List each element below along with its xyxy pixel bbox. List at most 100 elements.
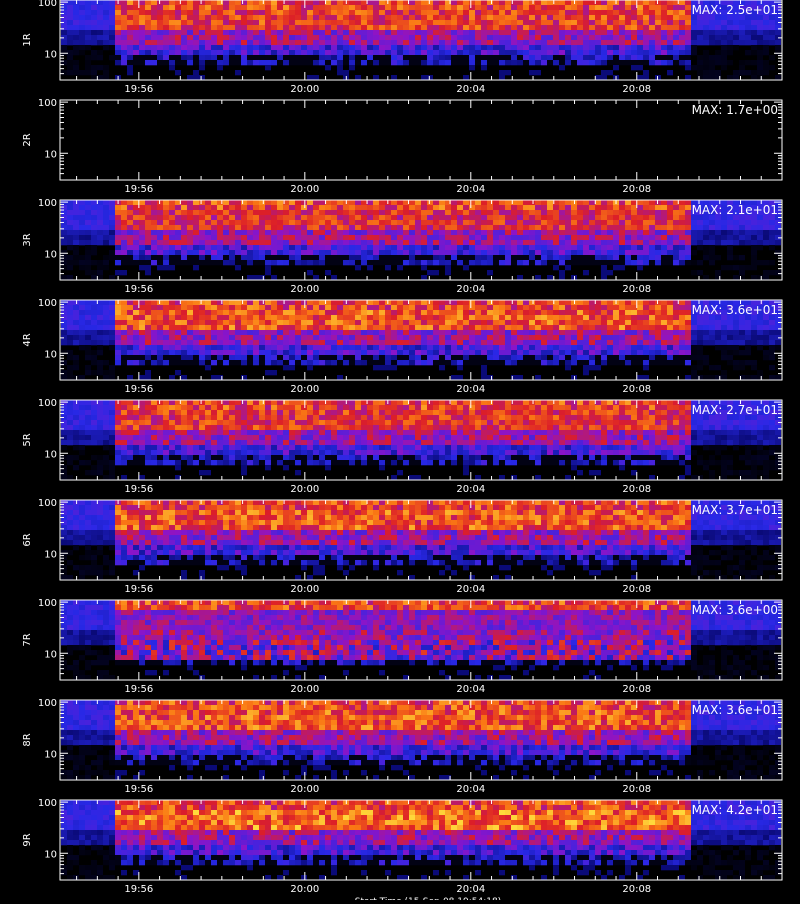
heatmap-cell: [523, 10, 529, 15]
heatmap-cell: [271, 15, 277, 20]
heatmap-cell: [205, 215, 211, 220]
heatmap-cell: [205, 315, 211, 320]
heatmap-cell: [541, 10, 547, 15]
heatmap-cell: [601, 350, 607, 355]
heatmap-cell: [259, 315, 265, 320]
heatmap-cell: [751, 230, 757, 235]
heatmap-cell: [139, 60, 145, 65]
heatmap-cell: [493, 205, 499, 210]
heatmap-cell: [361, 340, 367, 345]
heatmap-cell: [691, 250, 697, 255]
heatmap-cell: [109, 345, 115, 350]
heatmap-cell: [631, 315, 637, 320]
heatmap-cell: [433, 305, 439, 310]
heatmap-cell: [751, 50, 757, 55]
heatmap-cell: [745, 40, 751, 45]
heatmap-cell: [253, 45, 259, 50]
heatmap-cell: [295, 240, 301, 245]
heatmap-cell: [463, 230, 469, 235]
heatmap-cell: [331, 55, 337, 60]
heatmap-cell: [385, 340, 391, 345]
heatmap-cell: [277, 45, 283, 50]
heatmap-cell: [763, 35, 769, 40]
heatmap-cell: [493, 305, 499, 310]
heatmap-cell: [607, 315, 613, 320]
heatmap-cell: [643, 15, 649, 20]
heatmap-cell: [205, 360, 211, 365]
heatmap-cell: [613, 310, 619, 315]
heatmap-cell: [589, 250, 595, 255]
heatmap-cell: [175, 215, 181, 220]
heatmap-cell: [175, 25, 181, 30]
heatmap-cell: [643, 305, 649, 310]
heatmap-cell: [73, 60, 79, 65]
heatmap-cell: [625, 320, 631, 325]
heatmap-cell: [247, 15, 253, 20]
heatmap-cell: [739, 230, 745, 235]
heatmap-cell: [643, 235, 649, 240]
heatmap-cell: [241, 20, 247, 25]
heatmap-cell: [685, 315, 691, 320]
heatmap-cell: [373, 330, 379, 335]
heatmap-cell: [673, 205, 679, 210]
heatmap-cell: [259, 225, 265, 230]
heatmap-cell: [271, 235, 277, 240]
heatmap-cell: [361, 60, 367, 65]
heatmap-cell: [85, 260, 91, 265]
heatmap-cell: [373, 50, 379, 55]
heatmap-cell: [499, 310, 505, 315]
heatmap-cell: [673, 245, 679, 250]
heatmap-cell: [229, 15, 235, 20]
heatmap-cell: [715, 235, 721, 240]
heatmap-cell: [187, 205, 193, 210]
heatmap-cell: [673, 350, 679, 355]
heatmap-cell: [733, 25, 739, 30]
heatmap-cell: [349, 245, 355, 250]
heatmap-cell: [661, 340, 667, 345]
heatmap-cell: [367, 60, 373, 65]
heatmap-cell: [175, 315, 181, 320]
heatmap-cell: [649, 210, 655, 215]
heatmap-cell: [535, 345, 541, 350]
heatmap-cell: [475, 40, 481, 45]
heatmap-cell: [637, 355, 643, 360]
heatmap-cell: [619, 235, 625, 240]
heatmap-cell: [631, 215, 637, 220]
heatmap-cell: [523, 345, 529, 350]
heatmap-cell: [259, 335, 265, 340]
heatmap-cell: [391, 10, 397, 15]
heatmap-cell: [73, 70, 79, 75]
heatmap-cell: [205, 40, 211, 45]
heatmap-cell: [625, 310, 631, 315]
heatmap-cell: [613, 240, 619, 245]
heatmap-cell: [397, 25, 403, 30]
heatmap-cell: [403, 225, 409, 230]
heatmap-cell: [361, 330, 367, 335]
heatmap-cell: [685, 220, 691, 225]
heatmap-cell: [607, 200, 613, 205]
heatmap-cell: [223, 305, 229, 310]
heatmap-cell: [619, 5, 625, 10]
heatmap-cell: [427, 340, 433, 345]
heatmap-cell: [349, 10, 355, 15]
heatmap-cell: [61, 330, 67, 335]
heatmap-cell: [637, 245, 643, 250]
heatmap-cell: [463, 0, 469, 5]
heatmap-cell: [745, 35, 751, 40]
heatmap-cell: [769, 30, 775, 35]
heatmap-cell: [283, 315, 289, 320]
heatmap-cell: [337, 0, 343, 5]
heatmap-cell: [457, 345, 463, 350]
heatmap-cell: [631, 320, 637, 325]
heatmap-cell: [493, 340, 499, 345]
heatmap-cell: [457, 260, 463, 265]
heatmap-cell: [313, 245, 319, 250]
heatmap-cell: [547, 225, 553, 230]
heatmap-cell: [469, 315, 475, 320]
heatmap-cell: [181, 0, 187, 5]
heatmap-cell: [589, 200, 595, 205]
heatmap-cell: [313, 255, 319, 260]
heatmap-cell: [391, 0, 397, 5]
heatmap-cell: [337, 245, 343, 250]
heatmap-cell: [505, 345, 511, 350]
